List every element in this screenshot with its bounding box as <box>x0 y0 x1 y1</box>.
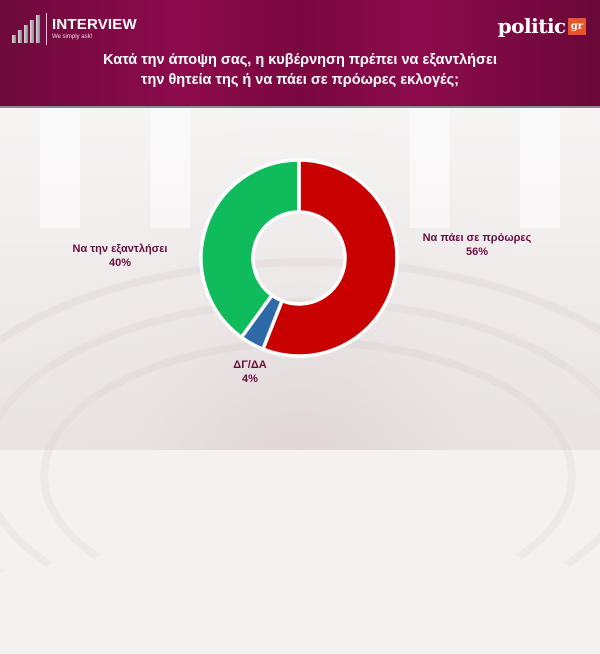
donut-chart <box>199 158 399 358</box>
chart-title-line-2: την θητεία της ή να πάει σε πρόωρες εκλο… <box>141 72 459 88</box>
logo-divider <box>46 13 47 45</box>
chart-title: Κατά την άποψη σας, η κυβέρνηση πρέπει ν… <box>0 50 600 90</box>
label-dk-na-value: 4% <box>242 373 258 385</box>
slice-complete-term <box>199 158 301 340</box>
label-early-elections-value: 56% <box>465 246 489 258</box>
bar-steps-icon <box>12 15 40 43</box>
label-dk-na: ΔΓ/ΔΑ 4% <box>210 358 290 386</box>
slice-early-elections <box>260 158 399 358</box>
chart-title-line-1: Κατά την άποψη σας, η κυβέρνηση πρέπει ν… <box>103 52 497 68</box>
header-banner: INTERVIEW We simply ask! politic gr Κατά… <box>0 0 600 108</box>
interview-logo-title: INTERVIEW <box>52 16 137 33</box>
politic-logo-text: politic <box>497 14 567 38</box>
donut-slices <box>199 158 399 358</box>
interview-logo-tagline: We simply ask! <box>52 34 93 40</box>
label-early-elections: Να πάει σε πρόωρες 56% <box>392 231 562 259</box>
label-complete-term-name: Να την εξαντλήσει <box>72 243 168 255</box>
politic-logo-badge: gr <box>567 17 586 35</box>
interview-logo: INTERVIEW We simply ask! <box>12 12 137 46</box>
label-early-elections-name: Να πάει σε πρόωρες <box>422 232 532 244</box>
label-dk-na-name: ΔΓ/ΔΑ <box>233 359 267 371</box>
politic-logo: politic gr <box>498 14 586 38</box>
label-complete-term-value: 40% <box>108 257 132 269</box>
label-complete-term: Να την εξαντλήσει 40% <box>40 242 200 270</box>
